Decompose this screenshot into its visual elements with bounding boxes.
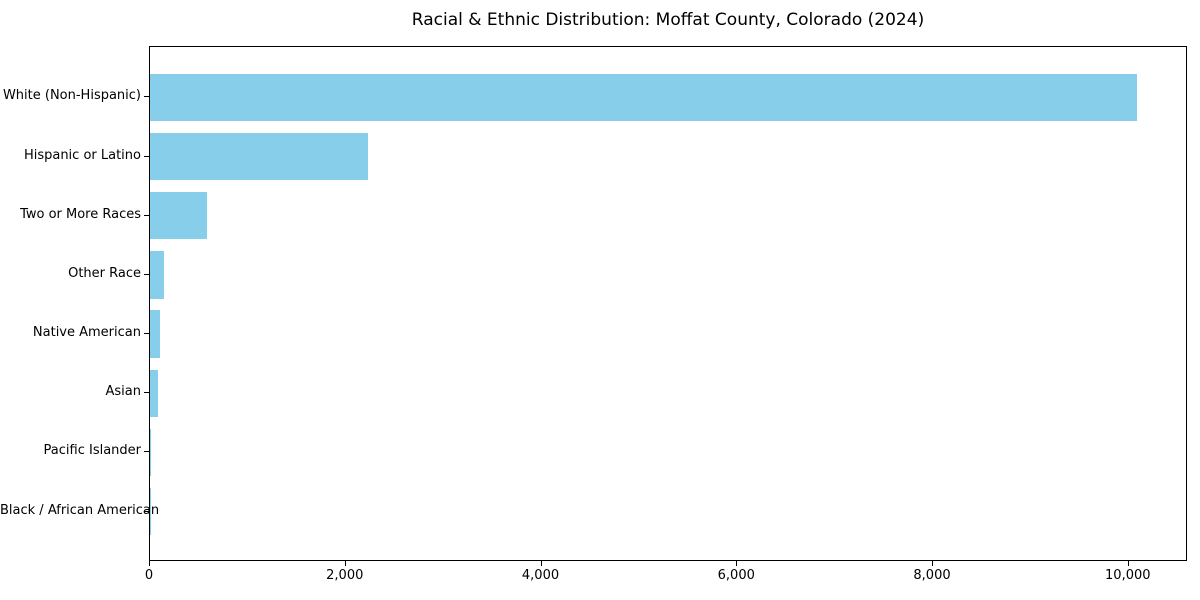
bar-two-or-more-races [150, 192, 207, 240]
chart-title: Racial & Ethnic Distribution: Moffat Cou… [411, 10, 925, 30]
y-label-asian: Asian [105, 384, 141, 400]
y-label-native-american: Native American [32, 325, 141, 341]
x-tick-2000 [345, 561, 346, 566]
bar-pacific-islander [150, 428, 152, 477]
y-label-other-race: Other Race [68, 265, 141, 281]
bar-white-non-hispanic [150, 73, 1137, 121]
y-tick-asian [144, 392, 149, 393]
x-tick-8000 [932, 561, 933, 566]
y-tick-pacific-islander [144, 451, 149, 452]
x-tick-label-0: 0 [144, 568, 154, 583]
x-tick-label-8000: 8,000 [913, 568, 951, 583]
y-tick-hispanic-or-latino [144, 156, 149, 157]
y-label-two-or-more-races: Two or More Races [20, 206, 141, 222]
y-tick-native-american [144, 333, 149, 334]
y-label-white-non-hispanic: White (Non-Hispanic) [2, 88, 141, 104]
x-tick-label-6000: 6,000 [717, 568, 755, 583]
bar-asian [150, 369, 158, 417]
x-tick-label-10000: 10,000 [1105, 568, 1151, 583]
x-tick-label-2000: 2,000 [326, 568, 364, 583]
y-tick-white-non-hispanic [144, 96, 149, 97]
y-tick-other-race [144, 274, 149, 275]
bar-native-american [150, 310, 160, 358]
x-tick-label-4000: 4,000 [521, 568, 560, 583]
x-tick-6000 [736, 561, 737, 566]
y-label-black-african-american: Black / African American [0, 502, 160, 518]
y-tick-black-african-american [144, 511, 149, 512]
y-label-pacific-islander: Pacific Islander [43, 443, 141, 459]
x-tick-0 [149, 561, 150, 566]
bar-other-race [150, 251, 165, 299]
x-tick-10000 [1128, 561, 1129, 566]
bar-hispanic-or-latino [150, 132, 368, 181]
x-tick-4000 [541, 561, 542, 566]
plot-area [149, 46, 1187, 561]
y-label-hispanic-or-latino: Hispanic or Latino [23, 147, 141, 163]
y-tick-two-or-more-races [144, 215, 149, 216]
